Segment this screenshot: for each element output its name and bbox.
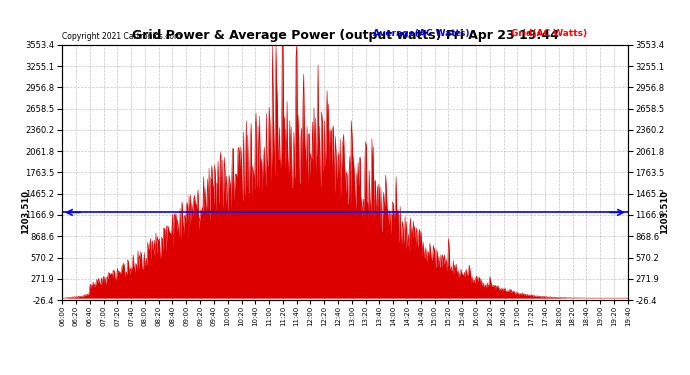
Text: Grid(AC Watts): Grid(AC Watts) <box>511 29 586 38</box>
Text: 1203.510: 1203.510 <box>21 190 30 234</box>
Text: Copyright 2021 Cartronics.com: Copyright 2021 Cartronics.com <box>62 32 181 41</box>
Text: Average(AC Watts): Average(AC Watts) <box>373 29 469 38</box>
Title: Grid Power & Average Power (output watts) Fri Apr 23 19:44: Grid Power & Average Power (output watts… <box>132 30 558 42</box>
Text: 1203.510: 1203.510 <box>660 190 669 234</box>
